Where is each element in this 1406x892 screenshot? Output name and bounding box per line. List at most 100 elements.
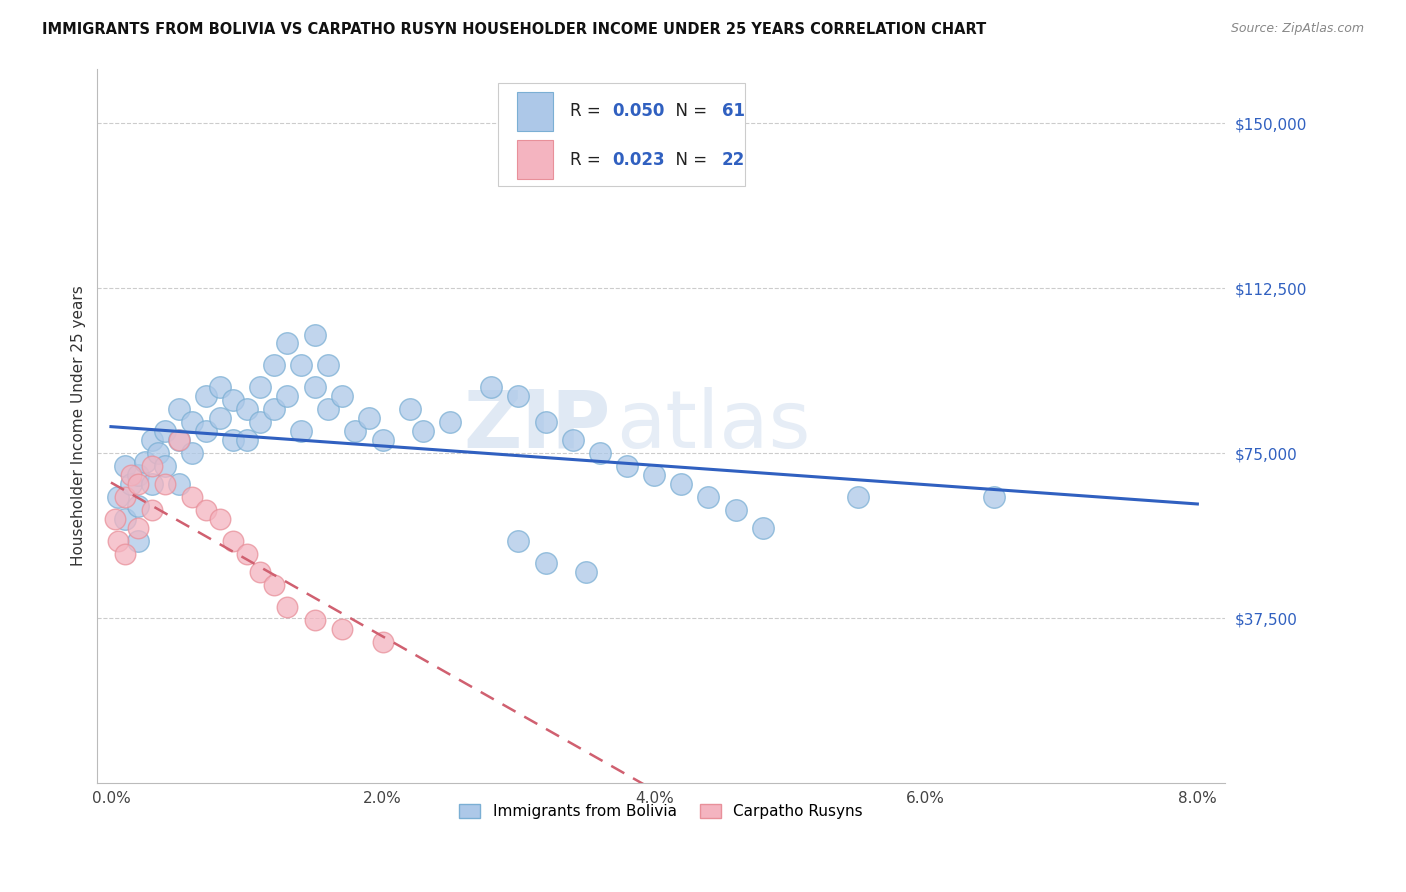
Point [167, 402, 190, 417]
Point [222, 534, 245, 549]
Point [167, 433, 190, 447]
Point [534, 416, 557, 430]
Point [195, 424, 218, 438]
Point [235, 548, 257, 562]
Legend: Immigrants from Bolivia, Carpatho Rusyns: Immigrants from Bolivia, Carpatho Rusyns [453, 797, 869, 825]
Point [263, 402, 285, 417]
Point [263, 578, 285, 592]
Point [104, 512, 127, 526]
Text: Source: ZipAtlas.com: Source: ZipAtlas.com [1230, 22, 1364, 36]
Point [724, 503, 747, 517]
Point [181, 446, 204, 460]
Point [371, 635, 394, 649]
Point [222, 393, 245, 408]
Point [412, 424, 434, 438]
Point [479, 380, 502, 394]
Point [276, 389, 298, 403]
Text: R =: R = [569, 103, 606, 120]
Point [330, 622, 353, 636]
Point [344, 424, 367, 438]
Point [697, 490, 720, 504]
Point [276, 600, 298, 615]
Point [508, 534, 530, 549]
Point [181, 490, 204, 504]
Point [167, 433, 190, 447]
Point [127, 521, 149, 535]
Point [330, 389, 353, 403]
Point [114, 490, 136, 504]
Point [290, 359, 312, 373]
Point [195, 503, 218, 517]
Point [155, 424, 177, 438]
Point [195, 389, 218, 403]
Point [141, 433, 163, 447]
Point [235, 402, 257, 417]
Text: N =: N = [665, 103, 713, 120]
Point [127, 468, 149, 483]
Point [575, 565, 598, 579]
Point [148, 446, 170, 460]
Point [141, 477, 163, 491]
Point [304, 613, 326, 627]
Text: ZIP: ZIP [463, 387, 610, 465]
Point [120, 477, 142, 491]
Point [155, 477, 177, 491]
Point [534, 556, 557, 570]
Y-axis label: Householder Income Under 25 years: Householder Income Under 25 years [72, 285, 86, 566]
Point [134, 455, 156, 469]
Point [561, 433, 583, 447]
FancyBboxPatch shape [516, 92, 553, 131]
Point [114, 459, 136, 474]
Point [249, 416, 271, 430]
Point [290, 424, 312, 438]
Point [846, 490, 869, 504]
Point [616, 459, 638, 474]
Point [508, 389, 530, 403]
Point [208, 411, 231, 425]
Point [114, 512, 136, 526]
Text: 61: 61 [721, 103, 745, 120]
Point [222, 433, 245, 447]
Point [304, 380, 326, 394]
Point [114, 548, 136, 562]
Point [643, 468, 665, 483]
Point [127, 499, 149, 513]
Text: 0.023: 0.023 [613, 151, 665, 169]
Point [120, 468, 142, 483]
Point [316, 359, 339, 373]
Point [107, 534, 129, 549]
Point [263, 359, 285, 373]
Point [107, 490, 129, 504]
Point [371, 433, 394, 447]
Point [304, 327, 326, 342]
Point [127, 534, 149, 549]
Point [398, 402, 420, 417]
Text: 0.050: 0.050 [613, 103, 665, 120]
Point [167, 477, 190, 491]
Point [983, 490, 1005, 504]
Point [208, 380, 231, 394]
Point [439, 416, 461, 430]
Text: R =: R = [569, 151, 606, 169]
Point [671, 477, 693, 491]
FancyBboxPatch shape [516, 140, 553, 179]
Text: IMMIGRANTS FROM BOLIVIA VS CARPATHO RUSYN HOUSEHOLDER INCOME UNDER 25 YEARS CORR: IMMIGRANTS FROM BOLIVIA VS CARPATHO RUSY… [42, 22, 987, 37]
Point [127, 477, 149, 491]
Point [155, 459, 177, 474]
Point [357, 411, 380, 425]
Point [316, 402, 339, 417]
Point [181, 416, 204, 430]
Point [249, 380, 271, 394]
Text: N =: N = [665, 151, 713, 169]
Point [141, 503, 163, 517]
Text: atlas: atlas [616, 387, 810, 465]
Point [276, 336, 298, 351]
Point [141, 459, 163, 474]
FancyBboxPatch shape [498, 83, 745, 186]
Point [235, 433, 257, 447]
Point [208, 512, 231, 526]
Point [249, 565, 271, 579]
Point [589, 446, 612, 460]
Text: 22: 22 [721, 151, 745, 169]
Point [752, 521, 775, 535]
